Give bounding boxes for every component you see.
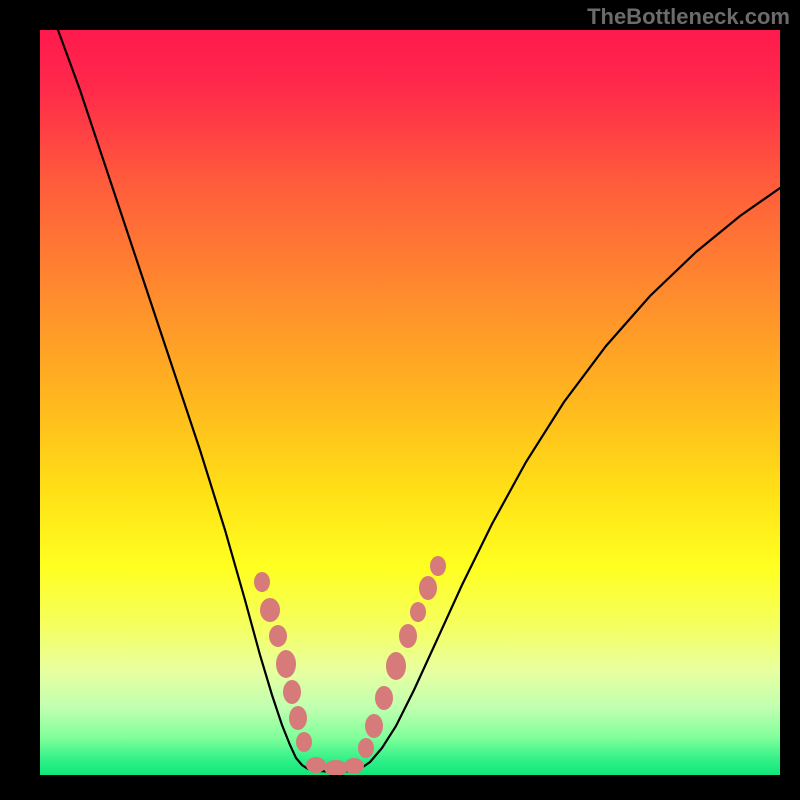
plot-area: [40, 30, 780, 775]
curve-marker: [276, 650, 296, 678]
curve-marker: [289, 706, 307, 730]
curve-marker: [358, 738, 374, 758]
curve-marker: [254, 572, 270, 592]
curve-marker: [260, 598, 280, 622]
curve-marker: [386, 652, 406, 680]
curve-marker: [269, 625, 287, 647]
curve-marker: [410, 602, 426, 622]
curve-marker: [344, 758, 364, 774]
curve-layer: [40, 30, 780, 775]
curve-marker: [296, 732, 312, 752]
curve-marker: [365, 714, 383, 738]
bottleneck-curve: [58, 30, 780, 772]
curve-marker: [399, 624, 417, 648]
chart-container: TheBottleneck.com: [0, 0, 800, 800]
curve-marker: [419, 576, 437, 600]
curve-marker: [375, 686, 393, 710]
curve-marker: [306, 757, 326, 773]
watermark-text: TheBottleneck.com: [587, 4, 790, 30]
curve-marker: [430, 556, 446, 576]
curve-marker: [283, 680, 301, 704]
